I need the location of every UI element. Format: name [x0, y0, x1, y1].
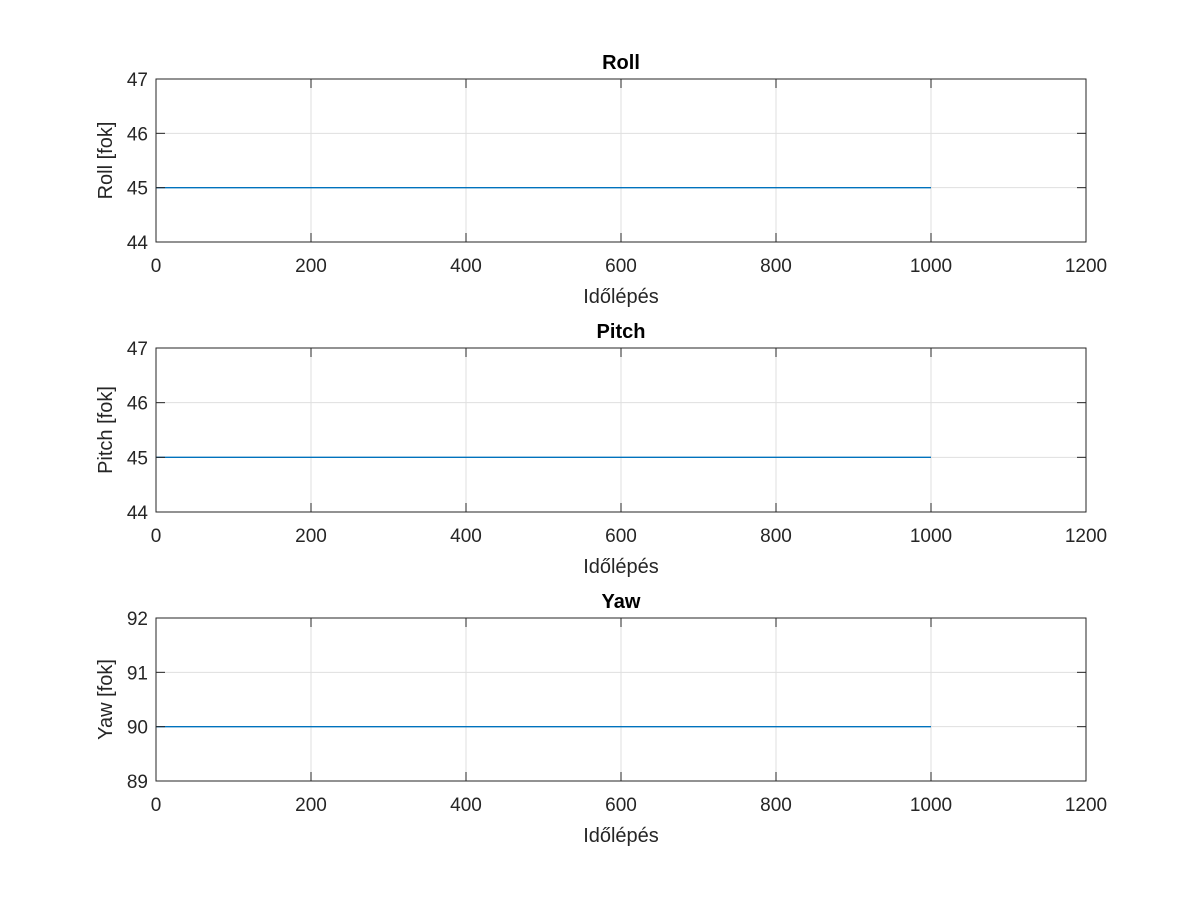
y-axis-label: Pitch [fok]	[95, 386, 117, 474]
x-tick-label: 1200	[1065, 526, 1107, 547]
subplot-yaw: 0 200 400 600 800 1000 1200 89 90 91 92 Yaw Időlépés…	[95, 591, 1107, 847]
x-tick-label: 1200	[1065, 795, 1107, 816]
y-tick-label: 92	[127, 609, 148, 630]
x-tick-label: 800	[760, 795, 792, 816]
y-tick-label: 90	[127, 718, 148, 739]
x-tick-label: 1200	[1065, 256, 1107, 277]
y-axis-label: Yaw [fok]	[95, 659, 117, 740]
subplot-roll: 0 200 400 600 800 1000 1200 44 45 46 47 Roll Időlépé…	[95, 52, 1107, 308]
x-tick-label: 800	[760, 526, 792, 547]
x-tick-label: 400	[450, 795, 482, 816]
x-tick-label: 1000	[910, 526, 952, 547]
x-tick-label: 0	[151, 795, 162, 816]
x-tick-label: 1000	[910, 795, 952, 816]
x-tick-label: 200	[295, 526, 327, 547]
x-tick-label: 600	[605, 256, 637, 277]
y-tick-label: 46	[127, 394, 148, 415]
x-tick-label: 400	[450, 526, 482, 547]
x-axis-label: Időlépés	[583, 286, 659, 308]
subplot-pitch: 0 200 400 600 800 1000 1200 44 45 46 47 Pitch Időlép…	[95, 321, 1107, 578]
x-tick-label: 200	[295, 256, 327, 277]
y-axis-label: Roll [fok]	[95, 122, 117, 200]
y-tick-label: 89	[127, 772, 148, 793]
y-tick-label: 46	[127, 124, 148, 145]
x-tick-label: 600	[605, 526, 637, 547]
x-tick-label: 600	[605, 795, 637, 816]
x-axis-label: Időlépés	[583, 556, 659, 578]
x-tick-label: 1000	[910, 256, 952, 277]
y-tick-label: 45	[127, 179, 148, 200]
x-tick-label: 0	[151, 256, 162, 277]
chart-title: Yaw	[602, 591, 641, 613]
chart-title: Roll	[602, 52, 640, 74]
x-tick-label: 0	[151, 526, 162, 547]
y-tick-label: 47	[127, 70, 148, 91]
y-tick-label: 44	[127, 233, 149, 254]
x-axis-label: Időlépés	[583, 825, 659, 847]
x-tick-label: 200	[295, 795, 327, 816]
y-tick-label: 91	[127, 663, 148, 684]
y-tick-label: 45	[127, 448, 148, 469]
y-tick-label: 44	[127, 503, 149, 524]
x-tick-label: 800	[760, 256, 792, 277]
x-tick-label: 400	[450, 256, 482, 277]
y-tick-label: 47	[127, 339, 148, 360]
chart-title: Pitch	[597, 321, 646, 343]
